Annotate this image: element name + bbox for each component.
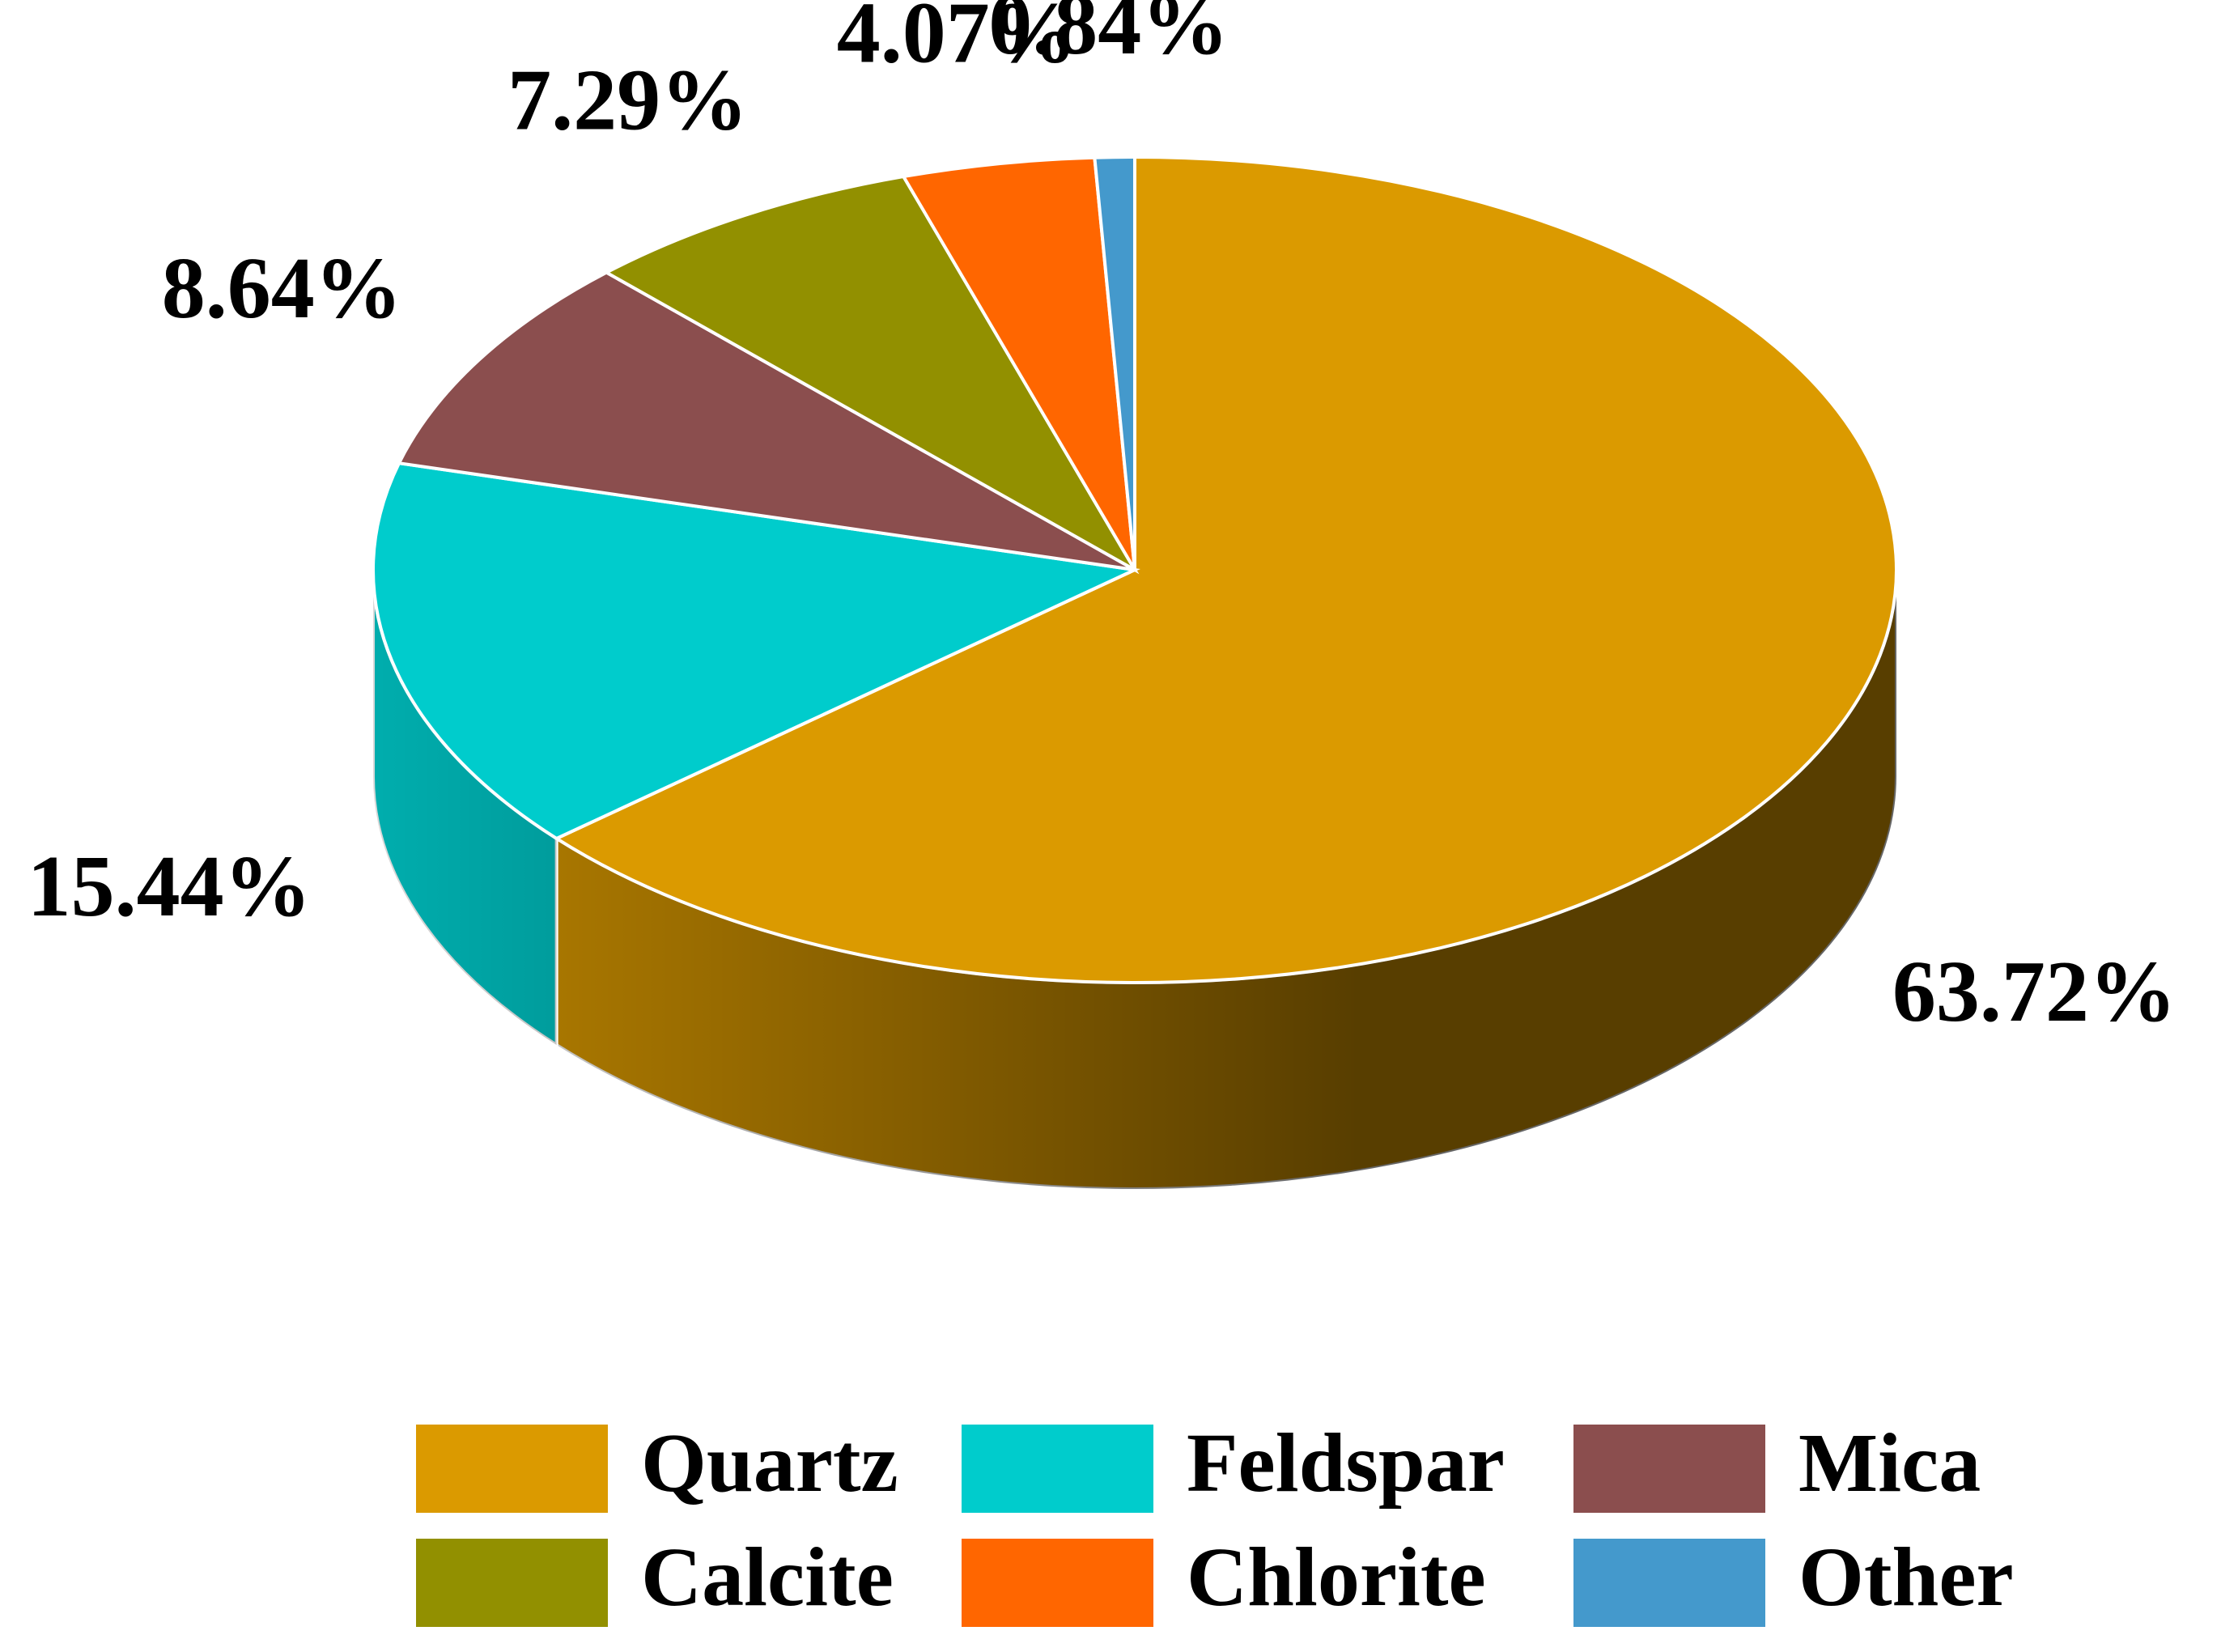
legend-label: Chlorite [1187,1531,1486,1624]
slice [396,270,1136,571]
legend-label: Quartz [641,1416,898,1510]
slice [901,155,1136,571]
slice [372,461,1140,841]
data-label: 63.72% [1892,944,2176,1040]
slice-side-shade [556,570,1896,1190]
legend-label: Calcite [641,1531,894,1624]
legend-swatch [1573,1539,1765,1627]
slice [553,155,1898,984]
legend-swatch [416,1539,608,1627]
slice-side-shade [373,570,557,1045]
legend-swatch [416,1425,608,1513]
slice [603,174,1140,575]
legend-swatch [1573,1425,1765,1513]
data-label: 8.64% [162,240,402,337]
data-label: 0.84% [988,0,1229,73]
legend-swatch [962,1425,1153,1513]
data-label: 4.07% [837,0,1077,82]
legend-label: Feldspar [1187,1416,1505,1510]
data-label: 15.44% [28,839,312,935]
legend-swatch [962,1539,1153,1627]
legend-label: Other [1798,1531,2014,1624]
data-label: 7.29% [507,52,748,148]
slice [1093,155,1136,571]
legend-label: Mica [1798,1416,1981,1510]
